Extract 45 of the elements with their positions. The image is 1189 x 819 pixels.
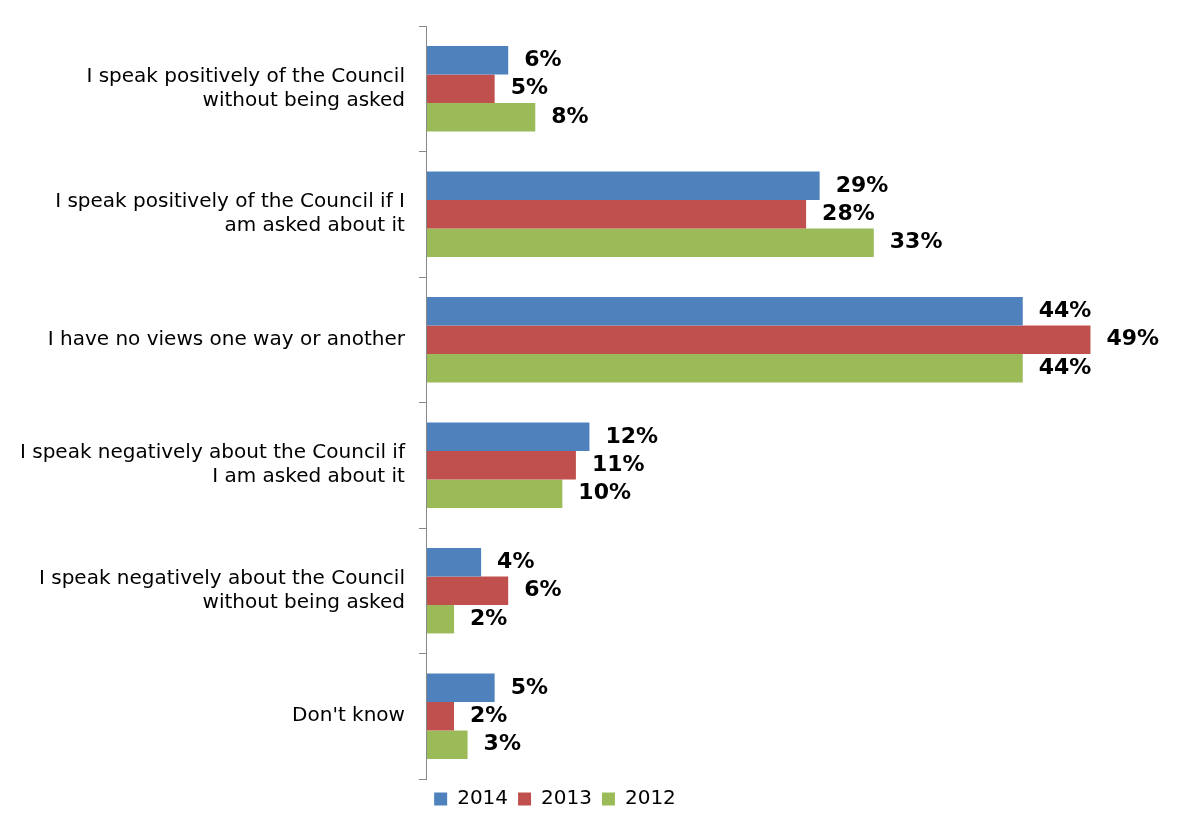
bar — [426, 74, 495, 103]
data-label: 44% — [1038, 353, 1092, 379]
legend-label: 2014 — [457, 785, 509, 810]
data-label: 11% — [591, 450, 645, 476]
data-label: 4% — [497, 548, 535, 574]
data-label: 33% — [889, 228, 943, 254]
bar — [426, 673, 495, 703]
y-tick-label: I speak negatively about the Council if I am asked about it — [20, 439, 406, 488]
bar — [426, 422, 590, 452]
bar — [426, 548, 482, 577]
data-label: 2% — [470, 701, 508, 727]
data-label: 28% — [822, 199, 875, 225]
bar — [426, 353, 1023, 383]
data-label: 29% — [835, 171, 889, 197]
y-tick-label: I have no views one way or another — [47, 325, 406, 350]
y-tick-label: I speak negatively about the Council without being asked — [38, 564, 405, 613]
bar — [426, 479, 563, 508]
bar — [426, 228, 874, 257]
legend-label: 2012 — [624, 785, 676, 810]
data-label: 6% — [524, 576, 562, 602]
data-label: 3% — [483, 730, 521, 756]
data-label: 2% — [470, 604, 508, 630]
data-label: 49% — [1106, 325, 1160, 351]
bar — [426, 200, 807, 229]
data-label: 8% — [551, 102, 589, 128]
legend-label: 2013 — [541, 785, 592, 810]
data-label: 44% — [1038, 297, 1092, 323]
data-label: 10% — [578, 479, 632, 505]
y-tick-label: I speak positively of the Council if I am asked about it — [55, 188, 406, 237]
y-tick-label: Don't know — [292, 702, 405, 727]
bar — [426, 576, 509, 605]
bar — [426, 730, 468, 759]
bar — [426, 325, 1091, 354]
bar — [426, 46, 509, 75]
bar — [426, 451, 576, 480]
bar — [426, 604, 455, 634]
bar — [426, 297, 1023, 326]
y-tick-label: I speak positively of the Council without being asked — [86, 62, 405, 111]
bar — [426, 702, 455, 731]
bar — [426, 102, 536, 132]
bar — [426, 171, 820, 201]
data-label: 5% — [510, 673, 549, 699]
data-label: 5% — [510, 74, 549, 100]
data-label: 6% — [524, 46, 562, 72]
data-label: 12% — [605, 422, 659, 448]
